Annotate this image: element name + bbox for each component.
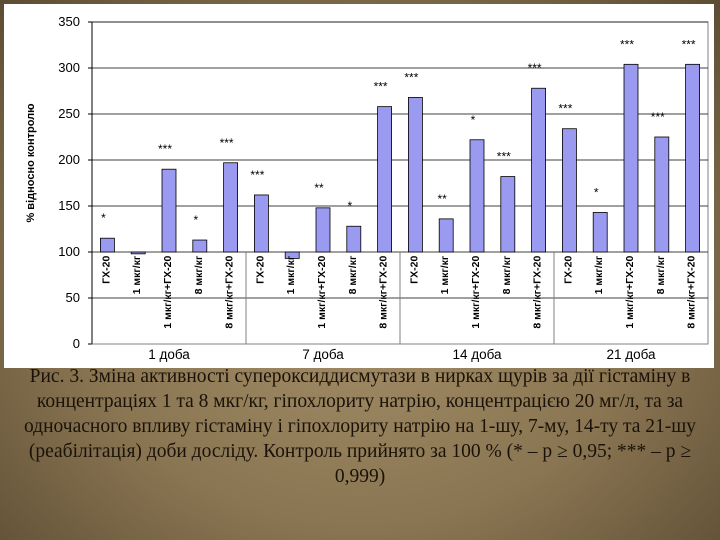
figure-caption: Рис. 3. Зміна активності супероксиддисму… [23,366,697,487]
group-label: 7 доба [302,347,344,362]
bar [500,176,516,253]
y-tick-label: 350 [58,14,80,29]
category-label: 8 мкг/кг [347,255,359,294]
chart-panel: 0 50 100 150 200 250 300 350 % відносно контролю… [4,4,714,368]
bar [531,87,546,253]
y-tick-label: 200 [58,152,80,167]
bar [562,128,577,253]
category-label: 1 мкг/кг [439,255,451,294]
category-label: 8 мкг/кг+ГХ-20 [686,256,698,329]
category-label: 1 мкг/кг [593,255,605,294]
significance-label: ** [314,181,324,195]
bar [192,239,208,253]
category-label: 8 мкг/кг [193,255,205,294]
y-tick-label: 100 [58,244,80,259]
bar [592,212,608,253]
y-tick-label: 0 [73,336,80,351]
category-label: 8 мкг/кг [501,255,513,294]
category-label: 8 мкг/кг+ГХ-20 [378,256,390,329]
bar [223,162,239,253]
bar [346,225,362,253]
category-label: 8 мкг/кг [655,255,667,294]
bar [654,136,670,253]
category-label: ГХ-20 [562,256,574,284]
significance-label: *** [158,142,172,156]
significance-label: * [193,213,198,227]
bar [438,218,454,253]
significance-label: *** [558,102,572,116]
category-label: 1 мкг/кг+ГХ-20 [624,256,636,329]
bar [377,106,393,253]
bar [685,63,700,253]
bar [469,139,485,253]
significance-label: * [347,199,352,213]
group-label: 14 доба [452,347,502,362]
y-axis-title: % відносно контролю [25,103,37,222]
category-label: 1 мкг/кг+ГХ-20 [316,256,328,329]
significance-label: *** [250,168,264,182]
category-label: 8 мкг/кг+ГХ-20 [532,256,544,329]
significance-label: *** [651,110,665,124]
y-tick-label: 300 [58,60,80,75]
y-tick-label: 50 [66,290,80,305]
significance-label: *** [620,37,634,51]
category-label: 1 мкг/кг [131,255,143,294]
bar [161,168,177,253]
category-label: ГХ-20 [100,256,112,284]
category-label: 8 мкг/кг+ГХ-20 [224,256,236,329]
significance-label: *** [404,70,418,84]
significance-label: * [471,113,476,127]
significance-label: *** [682,37,696,51]
y-tick-label: 150 [58,198,80,213]
bar [100,237,115,253]
category-label: ГХ-20 [408,256,420,284]
significance-label: * [594,185,599,199]
category-label: 1 мкг/кг [285,255,297,294]
significance-label: *** [220,136,234,150]
bar [623,63,639,253]
category-label: 1 мкг/кг+ГХ-20 [162,256,174,329]
bar [130,251,146,255]
significance-label: *** [497,150,511,164]
significance-label: * [101,211,106,225]
bar [407,97,423,253]
significance-label: *** [374,80,388,94]
chart: 0 50 100 150 200 250 300 350 % відносно контролю… [25,14,709,362]
group-label: 1 доба [148,347,190,362]
bar [284,251,300,259]
bar [253,194,269,253]
significance-label: *** [528,61,542,75]
y-tick-label: 250 [58,106,80,121]
group-label: 21 доба [606,347,656,362]
category-label: 1 мкг/кг+ГХ-20 [470,256,482,329]
significance-label: ** [438,192,448,206]
bar [315,207,331,253]
category-label: ГХ-20 [254,256,266,284]
